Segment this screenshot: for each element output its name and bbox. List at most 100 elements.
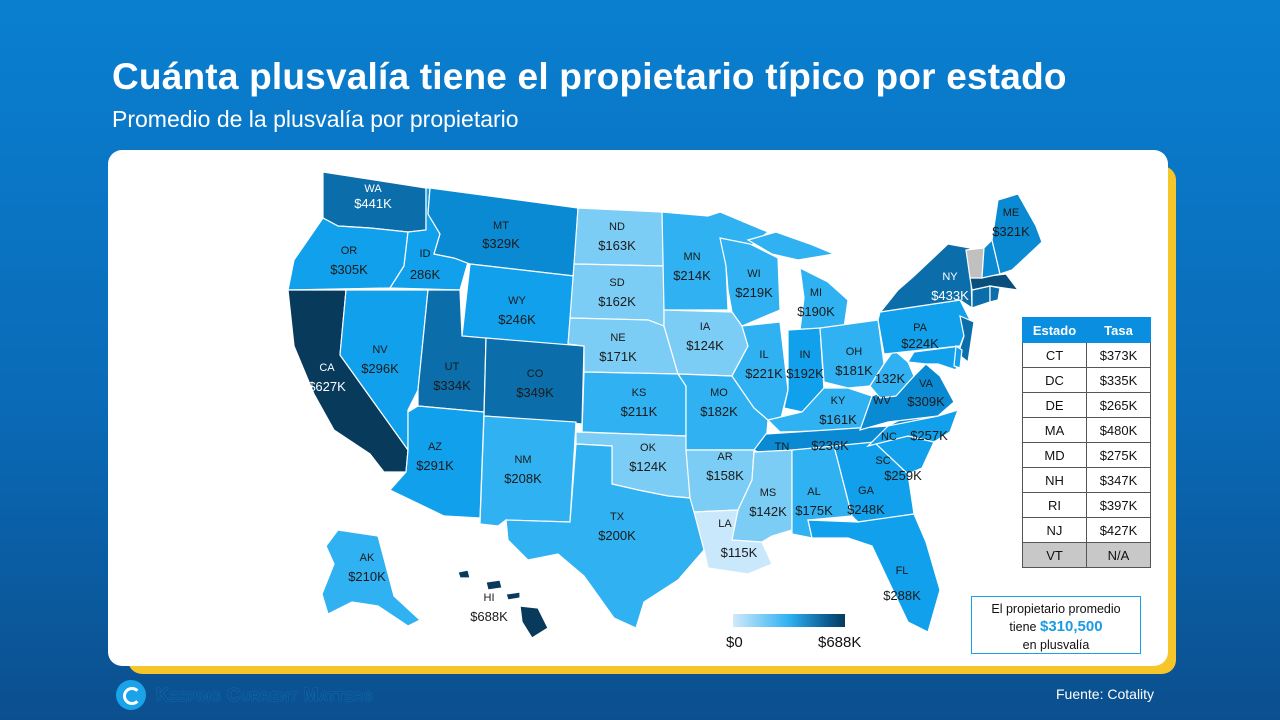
state-value-AK: $210K	[348, 569, 386, 584]
state-label-NM: NM	[514, 454, 531, 466]
state-MI[interactable]	[799, 266, 849, 331]
state-label-NC: NC	[881, 431, 897, 443]
table-cell-state: CT	[1022, 342, 1087, 368]
state-label-SC: SC	[875, 455, 890, 467]
state-label-WY: WY	[508, 295, 526, 307]
state-label-UT: UT	[445, 361, 460, 373]
state-value-MN: $214K	[673, 268, 711, 283]
state-CO[interactable]	[483, 337, 585, 425]
table-row: DE $265K	[1022, 392, 1151, 418]
state-NE[interactable]	[567, 317, 679, 375]
state-ND[interactable]	[573, 207, 665, 267]
state-label-KY: KY	[831, 395, 846, 407]
state-HI-4[interactable]	[519, 605, 549, 639]
state-value-HI: $688K	[470, 609, 508, 624]
state-label-MN: MN	[683, 251, 700, 263]
state-value-MS: $142K	[749, 504, 787, 519]
callout-amount: $310,500	[1040, 618, 1103, 635]
state-label-WI: WI	[747, 268, 760, 280]
state-value-NC: $257K	[910, 428, 948, 443]
state-NY[interactable]	[878, 243, 973, 313]
state-MI-up[interactable]	[746, 231, 837, 261]
state-RI[interactable]	[989, 285, 1001, 303]
state-label-HI: HI	[484, 592, 495, 604]
state-HI-3[interactable]	[505, 591, 521, 601]
table-row: RI $397K	[1022, 492, 1151, 518]
state-value-TX: $200K	[598, 528, 636, 543]
swirl-icon	[116, 680, 146, 710]
state-value-NY: $433K	[931, 288, 969, 303]
state-labels: WA$441K OR $305K CA $627K ID 286K NV $296K MT $329…	[308, 183, 1030, 624]
state-value-KS: $211K	[621, 404, 658, 419]
table-cell-state: MA	[1022, 417, 1087, 443]
state-label-WV: WV	[873, 395, 891, 407]
state-value-MI: $190K	[797, 304, 835, 319]
callout-line2: tiene	[1009, 620, 1037, 634]
table-cell-state: RI	[1022, 492, 1087, 518]
state-MD[interactable]	[907, 345, 961, 371]
map-card: WA $441K OR $305K CA $627K ID 286K NV $296K MT $329…	[108, 150, 1168, 666]
state-HI-2[interactable]	[485, 579, 503, 591]
callout-line1: El propietario promedio	[991, 602, 1121, 616]
state-value-WI: $219K	[735, 285, 773, 300]
state-label-ME: ME	[1003, 207, 1020, 219]
state-label-SD: SD	[609, 277, 624, 289]
table-cell-rate: $265K	[1086, 392, 1151, 418]
state-label-LA: LA	[718, 518, 732, 530]
state-value-WV: 132K	[875, 371, 906, 386]
table-cell-rate: $347K	[1086, 467, 1151, 493]
state-label-AK: AK	[360, 552, 375, 564]
table-row: NH $347K	[1022, 467, 1151, 493]
state-HI-1[interactable]	[457, 569, 471, 579]
state-value-LA: $115K	[721, 545, 758, 560]
table-cell-state: MD	[1022, 442, 1087, 468]
state-label-OH: OH	[846, 346, 863, 358]
callout-line3: en plusvalía	[1022, 638, 1090, 652]
state-label-WA: WA	[364, 183, 382, 195]
state-value-IN: $192K	[786, 366, 824, 381]
us-map: WA$441K OR $305K CA $627K ID 286K NV $296K MT $329…	[287, 171, 1043, 639]
state-label-NY: NY	[942, 271, 958, 283]
table-row: DC $335K	[1022, 367, 1151, 393]
state-label-AL: AL	[807, 486, 820, 498]
state-label-AZ: AZ	[428, 441, 442, 453]
table-row: MD $275K	[1022, 442, 1151, 468]
state-value-FL: $288K	[883, 588, 921, 603]
average-callout: El propietario promedio tiene $310,500 e…	[971, 596, 1141, 654]
state-label-IN: IN	[800, 349, 811, 361]
state-value-WY: $246K	[498, 312, 536, 327]
state-label-FL: FL	[896, 565, 909, 577]
state-value-ID: 286K	[410, 267, 441, 282]
legend-gradient	[733, 614, 845, 627]
state-value-MO: $182K	[700, 404, 738, 419]
state-label-MS: MS	[760, 487, 777, 499]
state-label-MO: MO	[710, 387, 728, 399]
state-value-AZ: $291K	[416, 458, 454, 473]
state-value-TN: $236K	[811, 438, 849, 453]
state-FL[interactable]	[807, 513, 941, 633]
state-label-IA: IA	[700, 321, 711, 333]
state-AK[interactable]	[321, 529, 422, 627]
table-header-state: Estado	[1022, 317, 1087, 343]
state-WV[interactable]	[869, 349, 915, 399]
table-row: MA $480K	[1022, 417, 1151, 443]
state-label-MT: MT	[493, 220, 509, 232]
state-label-IL: IL	[759, 349, 768, 361]
state-NC[interactable]	[866, 409, 959, 448]
state-label-PA: PA	[913, 322, 928, 334]
page-subtitle: Promedio de la plusvalía por propietario	[112, 106, 519, 132]
table-row: NJ $427K	[1022, 517, 1151, 543]
state-value-MT: $329K	[482, 236, 520, 251]
state-value-OK: $124K	[629, 459, 667, 474]
table-cell-state: NJ	[1022, 517, 1087, 543]
table-cell-state: VT	[1022, 542, 1087, 568]
state-label-NE: NE	[610, 332, 625, 344]
table-row: CT $373K	[1022, 342, 1151, 368]
state-DE[interactable]	[953, 344, 963, 369]
state-label-GA: GA	[858, 485, 875, 497]
table-cell-rate: $397K	[1086, 492, 1151, 518]
state-TX[interactable]	[505, 443, 705, 629]
state-ME[interactable]	[991, 193, 1043, 275]
state-label-OR: OR	[341, 245, 358, 257]
state-label-NV: NV	[372, 344, 388, 356]
